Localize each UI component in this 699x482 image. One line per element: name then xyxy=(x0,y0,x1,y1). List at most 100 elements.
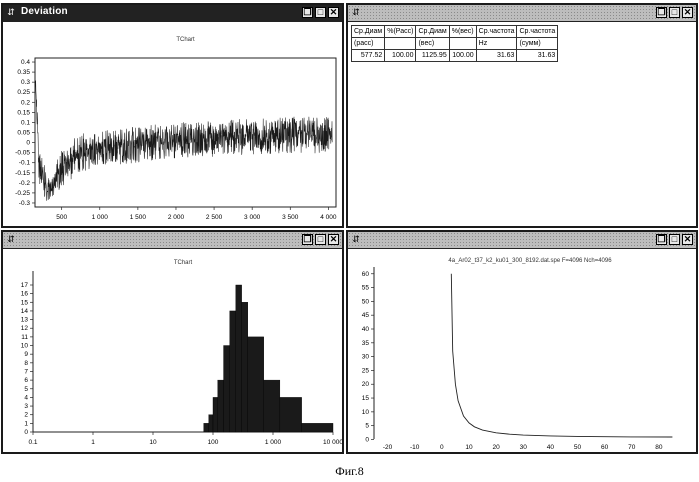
x-tick-label: 50 xyxy=(574,444,582,451)
figure-caption: Фиг.8 xyxy=(0,464,699,479)
x-tick-label: 70 xyxy=(628,444,636,451)
close-button[interactable]: ✕ xyxy=(682,7,693,18)
y-tick-label: 5 xyxy=(24,386,28,393)
y-tick-label: 20 xyxy=(362,381,370,388)
y-tick-label: 6 xyxy=(24,377,28,384)
y-tick-label: 0.25 xyxy=(17,89,30,96)
restore-button[interactable]: ❐ xyxy=(656,234,667,245)
x-tick-label: 10 xyxy=(149,439,157,446)
histogram-bar xyxy=(242,302,248,432)
close-button[interactable]: ✕ xyxy=(328,7,339,18)
y-tick-label: 16 xyxy=(21,291,29,298)
y-tick-label: 1 xyxy=(24,420,28,427)
table-units-row: (расс) (вес) Hz (сумм) xyxy=(352,38,558,50)
y-tick-label: 13 xyxy=(21,317,29,324)
x-tick-label: 100 xyxy=(208,439,219,446)
y-tick-label: -0.3 xyxy=(19,200,31,207)
spectrum-chart: 4a_Ar02_t37_k2_ku01_300_8192.dat.spe F=4… xyxy=(348,249,696,452)
histogram-titlebar[interactable]: ⇵ ❐ □ ✕ xyxy=(3,232,342,249)
y-tick-label: 4 xyxy=(24,394,28,401)
y-tick-label: -0.1 xyxy=(19,160,31,167)
close-button[interactable]: ✕ xyxy=(682,234,693,245)
y-tick-label: 30 xyxy=(362,354,370,361)
x-tick-label: 60 xyxy=(601,444,609,451)
value-cell[interactable]: 100.00 xyxy=(449,50,476,62)
x-tick-label: 30 xyxy=(520,444,528,451)
spectrum-titlebar[interactable]: ⇵ ❐ □ ✕ xyxy=(348,232,696,249)
histogram-bar xyxy=(209,415,213,432)
y-tick-label: 0.1 xyxy=(21,119,30,126)
x-tick-label: 4 000 xyxy=(320,214,337,221)
unit-cell: (сумм) xyxy=(517,38,558,50)
app-icon: ⇵ xyxy=(6,7,16,17)
maximize-button[interactable]: □ xyxy=(669,234,680,245)
unit-cell: (расс) xyxy=(352,38,385,50)
app-icon: ⇵ xyxy=(351,7,361,17)
stats-table: Ср.Диам %(Расс) Ср.Диам %(вес) Ср.частот… xyxy=(351,25,558,62)
y-tick-label: 0.2 xyxy=(21,99,30,106)
x-tick-label: 40 xyxy=(547,444,555,451)
value-cell[interactable]: 31.63 xyxy=(517,50,558,62)
x-tick-label: -10 xyxy=(410,444,420,451)
deviation-series-line xyxy=(35,62,332,201)
y-tick-label: -0.05 xyxy=(15,150,30,157)
y-tick-label: 14 xyxy=(21,308,29,315)
maximize-button[interactable]: □ xyxy=(669,7,680,18)
chart-title: 4a_Ar02_t37_k2_ku01_300_8192.dat.spe F=4… xyxy=(448,258,612,264)
x-tick-label: 0.1 xyxy=(28,439,37,446)
histogram-bar xyxy=(213,397,218,432)
maximize-button[interactable]: □ xyxy=(315,234,326,245)
y-tick-label: 5 xyxy=(365,423,369,430)
header-cell: Ср.Диам xyxy=(416,26,449,38)
stats-titlebar[interactable]: ⇵ ❐ □ ✕ xyxy=(348,5,696,22)
header-cell: Ср.частота xyxy=(476,26,517,38)
chart-title: TChart xyxy=(176,37,195,43)
value-cell[interactable]: 100.00 xyxy=(385,50,416,62)
x-tick-label: 1 500 xyxy=(130,214,147,221)
y-tick-label: 0 xyxy=(24,429,28,436)
restore-button[interactable]: ❐ xyxy=(656,7,667,18)
y-tick-label: 45 xyxy=(362,312,370,319)
histogram-bar xyxy=(204,423,209,432)
y-tick-label: 15 xyxy=(362,395,370,402)
histogram-bar xyxy=(302,423,333,432)
deviation-window: ⇵ Deviation ❐ □ ✕ TChart0.40.350.30.250.… xyxy=(1,3,344,228)
value-cell[interactable]: 1125.95 xyxy=(416,50,449,62)
x-tick-label: 10 000 xyxy=(323,439,342,446)
app-icon: ⇵ xyxy=(351,234,361,244)
close-button[interactable]: ✕ xyxy=(328,234,339,245)
y-tick-label: 25 xyxy=(362,367,370,374)
x-tick-label: 3 500 xyxy=(282,214,299,221)
x-tick-label: 2 500 xyxy=(206,214,223,221)
restore-button[interactable]: ❐ xyxy=(302,7,313,18)
y-tick-label: 55 xyxy=(362,285,370,292)
deviation-titlebar[interactable]: ⇵ Deviation ❐ □ ✕ xyxy=(3,5,342,22)
y-tick-label: 0.15 xyxy=(17,109,30,116)
y-tick-label: 17 xyxy=(21,282,29,289)
table-row[interactable]: 577.52 100.00 1125.95 100.00 31.63 31.63 xyxy=(352,50,558,62)
x-tick-label: 2 000 xyxy=(168,214,185,221)
value-cell[interactable]: 31.63 xyxy=(476,50,517,62)
value-cell[interactable]: 577.52 xyxy=(352,50,385,62)
y-tick-label: -0.2 xyxy=(19,180,31,187)
maximize-button[interactable]: □ xyxy=(315,7,326,18)
y-tick-label: -0.25 xyxy=(15,190,30,197)
spectrum-window: ⇵ ❐ □ ✕ 4a_Ar02_t37_k2_ku01_300_8192.dat… xyxy=(346,230,698,454)
x-tick-label: 0 xyxy=(440,444,444,451)
window-title: Deviation xyxy=(21,6,68,17)
restore-button[interactable]: ❐ xyxy=(302,234,313,245)
table-header-row: Ср.Диам %(Расс) Ср.Диам %(вес) Ср.частот… xyxy=(352,26,558,38)
y-tick-label: 7 xyxy=(24,368,28,375)
x-tick-label: 10 xyxy=(465,444,473,451)
app-icon: ⇵ xyxy=(6,234,16,244)
spectrum-series-line xyxy=(451,274,672,437)
y-tick-label: 0 xyxy=(26,140,30,147)
y-tick-label: 0.35 xyxy=(17,69,30,76)
histogram-bar xyxy=(224,346,230,432)
histogram-bar xyxy=(264,380,280,432)
x-tick-label: 3 000 xyxy=(244,214,261,221)
x-tick-label: 1 000 xyxy=(92,214,109,221)
y-tick-label: 9 xyxy=(24,351,28,358)
x-tick-label: 1 000 xyxy=(265,439,282,446)
x-tick-label: 80 xyxy=(655,444,663,451)
